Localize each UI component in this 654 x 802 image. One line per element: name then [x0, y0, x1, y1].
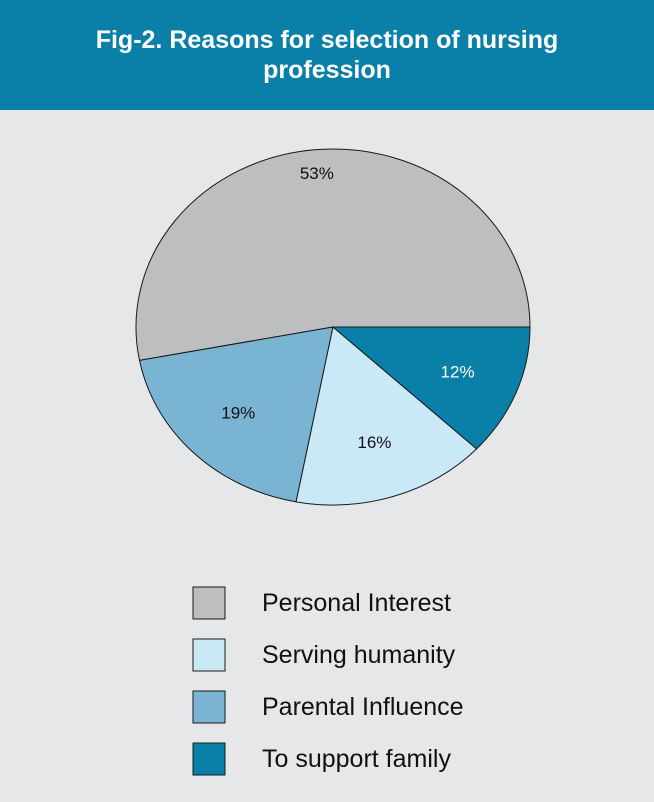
legend-swatch-parental-influence — [192, 690, 226, 724]
legend: Personal Interest Serving humanity Parenta… — [192, 586, 464, 776]
data-label-personal-interest: 53% — [300, 164, 334, 183]
data-labels: 53% 19% 16% 12% — [221, 164, 474, 452]
data-label-serving-humanity: 16% — [357, 433, 391, 452]
title-bar: Fig-2. Reasons for selection of nursing … — [0, 0, 654, 110]
pie-slice-parental-influence — [138, 326, 334, 503]
chart-title: Fig-2. Reasons for selection of nursing … — [95, 26, 559, 84]
legend-label-to-support-family: To support family — [262, 745, 451, 773]
pie-slice-personal-interest — [135, 148, 531, 361]
legend-label-parental-influence: Parental Influence — [262, 693, 464, 721]
pie-slice-to-support-family — [331, 326, 531, 450]
pie-slice-serving-humanity — [295, 326, 478, 506]
legend-swatch-personal-interest — [192, 586, 226, 620]
legend-label-personal-interest: Personal Interest — [262, 589, 451, 617]
legend-swatch-to-support-family — [192, 742, 226, 776]
pie-chart: 53% 19% 16% 12% Personal Interest Serving hu… — [135, 148, 531, 776]
data-label-to-support-family: 12% — [441, 363, 475, 382]
legend-swatch-serving-humanity — [192, 638, 226, 672]
legend-label-serving-humanity: Serving humanity — [262, 641, 456, 669]
pie-slices — [135, 148, 531, 506]
data-label-parental-influence: 19% — [221, 404, 255, 423]
